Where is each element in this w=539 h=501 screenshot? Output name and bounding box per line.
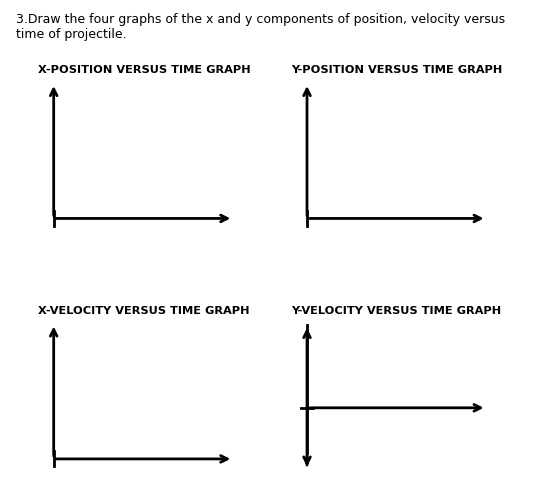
Text: Y-POSITION VERSUS TIME GRAPH: Y-POSITION VERSUS TIME GRAPH [291,65,502,75]
Text: 3.Draw the four graphs of the x and y components of position, velocity versus
ti: 3.Draw the four graphs of the x and y co… [16,13,505,41]
Text: X-VELOCITY VERSUS TIME GRAPH: X-VELOCITY VERSUS TIME GRAPH [38,306,249,316]
Text: Y-VELOCITY VERSUS TIME GRAPH: Y-VELOCITY VERSUS TIME GRAPH [291,306,501,316]
Text: X-POSITION VERSUS TIME GRAPH: X-POSITION VERSUS TIME GRAPH [38,65,250,75]
